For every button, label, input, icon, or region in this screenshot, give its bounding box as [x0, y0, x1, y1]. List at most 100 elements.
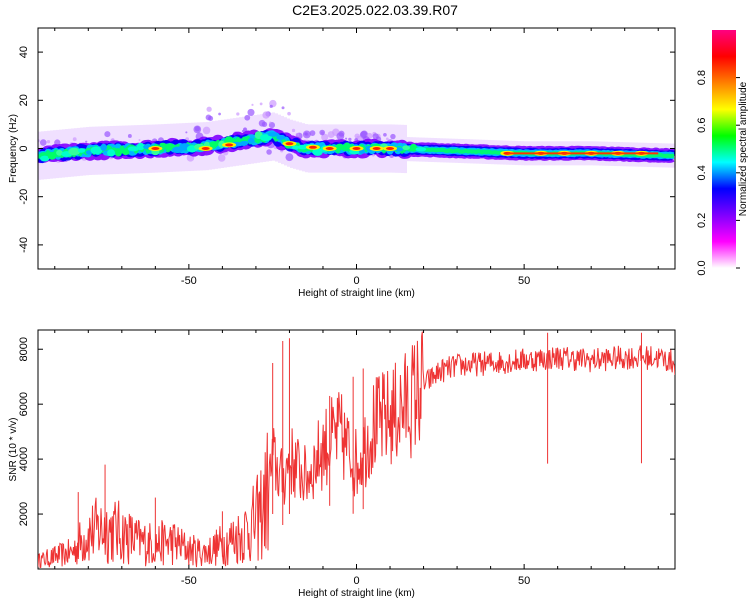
heatmap-blob [343, 142, 351, 150]
heatmap-noise [336, 132, 345, 141]
heatmap-noise [244, 114, 251, 121]
y-tick-label: 8000 [18, 337, 30, 361]
heatmap-noise [72, 137, 77, 142]
heatmap-noise [85, 140, 88, 143]
heatmap-hotspot [325, 147, 334, 150]
heatmap-noise [185, 131, 188, 134]
heatmap-noise [285, 153, 294, 162]
heatmap-noise [345, 137, 348, 140]
x-tick-label: 0 [353, 275, 359, 287]
heatmap-blob [276, 135, 286, 140]
heatmap-noise [236, 112, 240, 116]
heatmap-noise [39, 139, 47, 146]
heatmap-hotspot [308, 145, 317, 149]
heatmap-blob [47, 151, 57, 160]
heatmap-noise [372, 133, 379, 140]
heatmap-blob [224, 136, 234, 143]
x-tick-label: -50 [181, 275, 197, 287]
heatmap-blob [100, 143, 108, 151]
heatmap-noise [206, 106, 212, 112]
heatmap-blob [127, 146, 139, 152]
colorbar-tick-label: 0.2 [696, 213, 708, 228]
heatmap-noise [205, 114, 212, 121]
heatmap-noise [348, 137, 352, 142]
heatmap-hotspot [386, 147, 395, 150]
heatmap-noise [193, 125, 202, 134]
heatmap-blob [209, 141, 220, 147]
heatmap-noise [138, 139, 141, 142]
y-axis-title: Frequency (Hz) [8, 114, 19, 183]
heatmap-noise [269, 121, 272, 124]
heatmap-blob [85, 150, 93, 155]
heatmap-noise [321, 133, 329, 141]
heatmap-noise [262, 111, 270, 119]
heatmap-noise [383, 132, 387, 137]
heatmap-noise [291, 128, 296, 133]
heatmap-noise [202, 126, 211, 135]
heatmap-blob [77, 148, 86, 153]
heatmap-hotspot [285, 142, 294, 146]
heatmap-noise [287, 111, 291, 116]
heatmap-noise [281, 106, 285, 110]
x-tick-label: -50 [181, 575, 197, 587]
y-tick-label: 6000 [18, 392, 30, 416]
y-tick-label: 4000 [18, 447, 30, 471]
heatmap-blob [239, 141, 248, 146]
heatmap-hotspot [201, 147, 210, 150]
heatmap-noise [251, 103, 254, 106]
heatmap-blob [267, 132, 280, 137]
heatmap-blob [68, 147, 81, 156]
heatmap-blob [247, 137, 255, 144]
heatmap-noise [104, 131, 111, 138]
heatmap-hotspot [372, 147, 381, 150]
heatmap-noise [319, 129, 326, 136]
heatmap-noise [266, 149, 272, 155]
x-tick-label: 50 [518, 575, 530, 587]
heatmap-blob [291, 145, 300, 150]
chart-title: C2E3.2025.022.03.39.R07 [292, 2, 458, 18]
heatmap-blob [56, 149, 63, 156]
heatmap-blob [402, 145, 410, 151]
heatmap-blob [136, 142, 145, 151]
heatmap-blob [159, 142, 166, 147]
x-tick-label: 0 [353, 575, 359, 587]
heatmap-blob [312, 147, 323, 156]
x-axis-title: Height of straight line (km) [298, 288, 415, 299]
heatmap-noise [218, 112, 221, 116]
heatmap-blob [260, 134, 272, 142]
heatmap-blob [107, 149, 116, 157]
heatmap-noise [247, 108, 255, 116]
heatmap-hotspot [352, 147, 361, 150]
y-tick-label: -20 [18, 189, 30, 205]
heatmap-blob [90, 146, 103, 155]
heatmap-blob [115, 149, 122, 157]
heatmap-noise [46, 139, 51, 144]
heatmap-noise [258, 119, 266, 127]
heatmap-noise [269, 104, 273, 108]
heatmap-noise [259, 102, 263, 106]
heatmap-noise [354, 133, 360, 139]
heatmap-blob [335, 143, 345, 151]
x-tick-label: 50 [518, 275, 530, 287]
heatmap-blob [122, 149, 130, 156]
y-tick-label: 40 [18, 46, 30, 58]
heatmap-noise [304, 132, 308, 136]
heatmap-noise [295, 132, 300, 137]
heatmap-hotspot [225, 143, 234, 147]
heatmap-blob [409, 143, 418, 152]
colorbar-tick-label: 0.6 [696, 118, 708, 133]
heatmap-noise [127, 134, 132, 138]
line-layer [38, 331, 675, 569]
snr-series-line [38, 331, 675, 569]
y-tick-label: 0 [18, 145, 30, 151]
heatmap-noise [241, 129, 245, 133]
colorbar [712, 30, 736, 268]
colorbar-tick-label: 0.4 [696, 165, 708, 180]
y-tick-label: 20 [18, 94, 30, 106]
heatmap-blob [39, 155, 50, 162]
y-tick-label: 2000 [18, 502, 30, 526]
colorbar-tick-label: 0.0 [696, 260, 708, 275]
heatmap-blob [165, 143, 175, 150]
heatmap-noise [386, 137, 389, 141]
x-axis-title: Height of straight line (km) [298, 588, 415, 599]
